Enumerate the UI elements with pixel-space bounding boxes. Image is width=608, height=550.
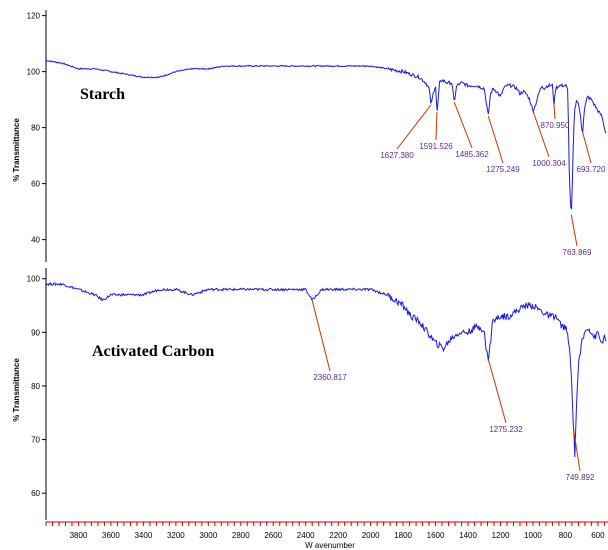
activated-carbon-y-axis-label: % Transmittance [12, 358, 21, 422]
activated-carbon-panel: % Transmittance Activated Carbon 60 70 80 9… [12, 268, 607, 520]
starch-y-tick-label: 100 [27, 68, 41, 77]
x-axis-tick-label: 2400 [297, 531, 315, 540]
activated-carbon-y-tick-label: 100 [27, 275, 41, 284]
x-axis-tick-labels: 3800 3600 3400 3200 3000 2800 2600 2400 2200 2000… [70, 531, 606, 540]
activated-carbon-peak-annotations: 2360.817 1275.232 749.892 [311, 299, 595, 482]
x-axis-tick-label: 1000 [524, 531, 542, 540]
starch-y-tick-label: 40 [31, 236, 40, 245]
starch-peak-label: 1627.380 [380, 151, 414, 160]
activated-carbon-y-tick-label: 90 [31, 328, 40, 337]
x-axis-tick-label: 600 [591, 531, 605, 540]
activated-carbon-peak-leader-line [487, 358, 507, 424]
starch-peak-leader-line [435, 111, 438, 141]
activated-carbon-y-tick-label: 60 [31, 489, 40, 498]
starch-peak-leader-line [487, 115, 504, 164]
x-axis-tick-label: 2000 [362, 531, 380, 540]
x-axis: 3800 3600 3400 3200 3000 2800 2600 2400 2200 2000… [45, 521, 608, 550]
starch-peak-label: 763.869 [563, 248, 592, 257]
starch-peak-leader-line [453, 101, 473, 149]
activated-carbon-y-tick-label: 80 [31, 382, 40, 391]
x-axis-tick-label: 2600 [264, 531, 282, 540]
starch-y-tick-label: 120 [27, 12, 41, 21]
activated-carbon-spectrum-line [45, 281, 607, 457]
x-axis-tick-label: 1400 [459, 531, 477, 540]
x-axis-tick-label: 800 [559, 531, 573, 540]
starch-peak-label: 1591.526 [419, 142, 453, 151]
activated-carbon-peak-leader-line [573, 429, 581, 472]
activated-carbon-peak-leader-line [311, 299, 331, 372]
x-axis-tick-label: 3200 [167, 531, 185, 540]
starch-y-tick-label: 80 [31, 124, 40, 133]
starch-peak-label: 693.720 [577, 165, 606, 174]
x-axis-tick-label: 1600 [427, 531, 445, 540]
x-axis-tick-label: 1800 [394, 531, 412, 540]
x-axis-tick-label: 3400 [134, 531, 152, 540]
starch-peak-label: 870.950 [541, 121, 570, 130]
starch-peak-label: 1000.304 [532, 159, 566, 168]
starch-spectrum-line [45, 59, 607, 210]
starch-y-tick-label: 60 [31, 180, 40, 189]
activated-carbon-peak-label: 2360.817 [313, 373, 347, 382]
starch-panel: % Transmittance Starch 40 60 80 100 120 1627… [12, 10, 607, 262]
starch-peak-leader-line [396, 104, 432, 150]
starch-panel-title: Starch [80, 86, 125, 103]
starch-y-ticks: 40 60 80 100 120 [27, 12, 46, 245]
activated-carbon-peak-label: 1275.232 [489, 425, 523, 434]
x-axis-label: W avenumber [305, 541, 355, 550]
activated-carbon-y-tick-label: 70 [31, 436, 40, 445]
x-axis-tick-label: 1200 [492, 531, 510, 540]
x-axis-tick-label: 3800 [70, 531, 88, 540]
starch-y-axis-label: % Transmittance [12, 118, 21, 182]
activated-carbon-peak-label: 749.892 [566, 473, 595, 482]
x-axis-tick-label: 2200 [329, 531, 347, 540]
starch-peak-leader-line [553, 103, 556, 120]
activated-carbon-panel-title: Activated Carbon [92, 343, 214, 360]
starch-peak-label: 1485.362 [455, 150, 489, 159]
activated-carbon-y-ticks: 60 70 80 90 100 [27, 275, 46, 498]
starch-peak-leader-line [570, 214, 578, 247]
x-axis-minor-ticks [45, 522, 605, 526]
starch-peak-leader-line [532, 110, 550, 158]
starch-peak-label: 1275.249 [486, 165, 520, 174]
starch-peak-leader-line [582, 132, 592, 164]
x-axis-tick-label: 3600 [102, 531, 120, 540]
x-axis-tick-label: 3000 [199, 531, 217, 540]
x-axis-tick-label: 2800 [232, 531, 250, 540]
